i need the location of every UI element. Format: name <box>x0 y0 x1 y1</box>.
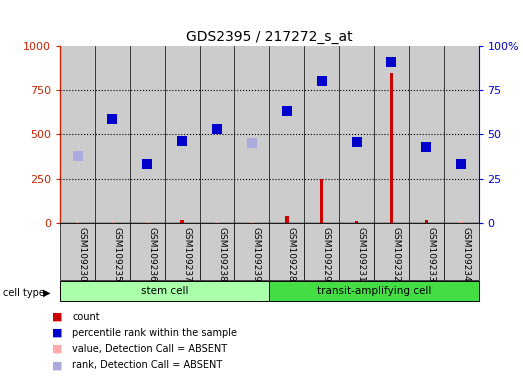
Bar <box>250 222 254 223</box>
Bar <box>409 223 444 280</box>
Text: value, Detection Call = ABSENT: value, Detection Call = ABSENT <box>72 344 228 354</box>
Bar <box>374 223 409 280</box>
Bar <box>269 223 304 280</box>
Bar <box>180 220 184 223</box>
Point <box>143 161 152 167</box>
Point <box>317 78 326 84</box>
Bar <box>339 46 374 223</box>
Bar <box>130 223 165 280</box>
Text: GSM109235: GSM109235 <box>112 227 121 282</box>
Bar <box>200 223 234 280</box>
Bar <box>215 222 219 223</box>
Bar <box>200 46 234 223</box>
Text: GSM109239: GSM109239 <box>252 227 261 282</box>
Point <box>387 59 395 65</box>
Text: GSM109238: GSM109238 <box>217 227 226 282</box>
Text: stem cell: stem cell <box>141 286 188 296</box>
Bar <box>111 221 114 223</box>
Text: ■: ■ <box>52 360 63 370</box>
Text: count: count <box>72 312 100 322</box>
Bar <box>60 281 269 301</box>
Bar <box>269 281 479 301</box>
Text: ▶: ▶ <box>43 288 51 298</box>
Text: GSM109230: GSM109230 <box>77 227 87 282</box>
Point <box>353 139 361 146</box>
Point <box>248 140 256 146</box>
Point <box>422 144 430 150</box>
Bar <box>95 46 130 223</box>
Text: GSM109232: GSM109232 <box>391 227 401 282</box>
Bar <box>425 220 428 223</box>
Bar <box>374 46 409 223</box>
Bar <box>234 46 269 223</box>
Text: GSM109233: GSM109233 <box>426 227 435 282</box>
Bar <box>444 46 479 223</box>
Text: GSM109228: GSM109228 <box>287 227 296 282</box>
Bar <box>165 223 200 280</box>
Point <box>213 126 221 132</box>
Bar <box>76 222 79 223</box>
Text: GSM109234: GSM109234 <box>461 227 470 282</box>
Text: ■: ■ <box>52 344 63 354</box>
Text: rank, Detection Call = ABSENT: rank, Detection Call = ABSENT <box>72 360 222 370</box>
Text: GSM109237: GSM109237 <box>182 227 191 282</box>
Text: GSM109236: GSM109236 <box>147 227 156 282</box>
Bar <box>355 221 358 223</box>
Point <box>73 152 82 159</box>
Bar <box>95 223 130 280</box>
Bar <box>304 46 339 223</box>
Bar <box>234 223 269 280</box>
Bar <box>269 46 304 223</box>
Bar <box>459 221 463 223</box>
Bar <box>304 223 339 280</box>
Bar <box>390 73 393 223</box>
Point <box>457 161 465 167</box>
Bar <box>444 223 479 280</box>
Bar <box>145 222 149 223</box>
Bar <box>130 46 165 223</box>
Bar <box>339 223 374 280</box>
Point <box>178 138 186 144</box>
Bar <box>409 46 444 223</box>
Text: ■: ■ <box>52 328 63 338</box>
Text: GSM109231: GSM109231 <box>357 227 366 282</box>
Bar <box>60 46 95 223</box>
Text: percentile rank within the sample: percentile rank within the sample <box>72 328 237 338</box>
Bar <box>320 179 323 223</box>
Point <box>282 108 291 114</box>
Point <box>108 116 117 122</box>
Bar <box>60 223 95 280</box>
Bar <box>165 46 200 223</box>
Text: ■: ■ <box>52 312 63 322</box>
Title: GDS2395 / 217272_s_at: GDS2395 / 217272_s_at <box>186 30 353 44</box>
Text: cell type: cell type <box>3 288 44 298</box>
Text: transit-amplifying cell: transit-amplifying cell <box>317 286 431 296</box>
Text: GSM109229: GSM109229 <box>322 227 331 282</box>
Bar <box>285 216 289 223</box>
